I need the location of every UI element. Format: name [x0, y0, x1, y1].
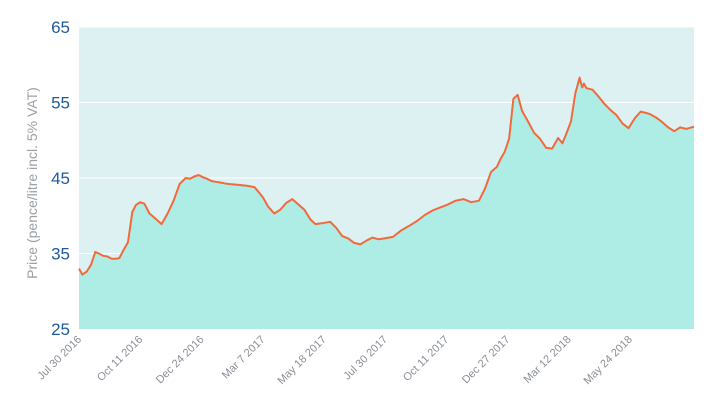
x-axis-ticks: Jul 30 2016 Oct 11 2016 Dec 24 2016 Mar 7 2… [35, 334, 635, 387]
x-tick-label: Jul 30 2016 [35, 334, 84, 383]
x-tick-label: Jul 30 2017 [341, 334, 390, 383]
x-tick-label: Dec 24 2016 [154, 334, 207, 387]
y-tick-label: 65 [51, 18, 70, 37]
x-tick-label: Dec 27 2017 [460, 334, 513, 387]
x-tick-label: Mar 7 2017 [220, 334, 268, 382]
y-tick-label: 35 [51, 245, 70, 264]
y-tick-label: 25 [51, 320, 70, 339]
x-tick-label: Oct 11 2016 [95, 334, 145, 384]
x-tick-label: Mar 12 2018 [522, 334, 574, 386]
x-tick-label: May 18 2017 [275, 334, 328, 387]
y-tick-label: 55 [51, 94, 70, 113]
x-tick-label: Oct 11 2017 [401, 334, 451, 384]
x-tick-label: May 24 2018 [581, 334, 634, 387]
y-axis-label: Price (pence/litre incl. 5% VAT) [24, 87, 40, 279]
y-tick-label: 45 [51, 169, 70, 188]
price-line [78, 76, 695, 276]
y-axis-ticks: 65 55 45 35 25 [51, 18, 70, 339]
